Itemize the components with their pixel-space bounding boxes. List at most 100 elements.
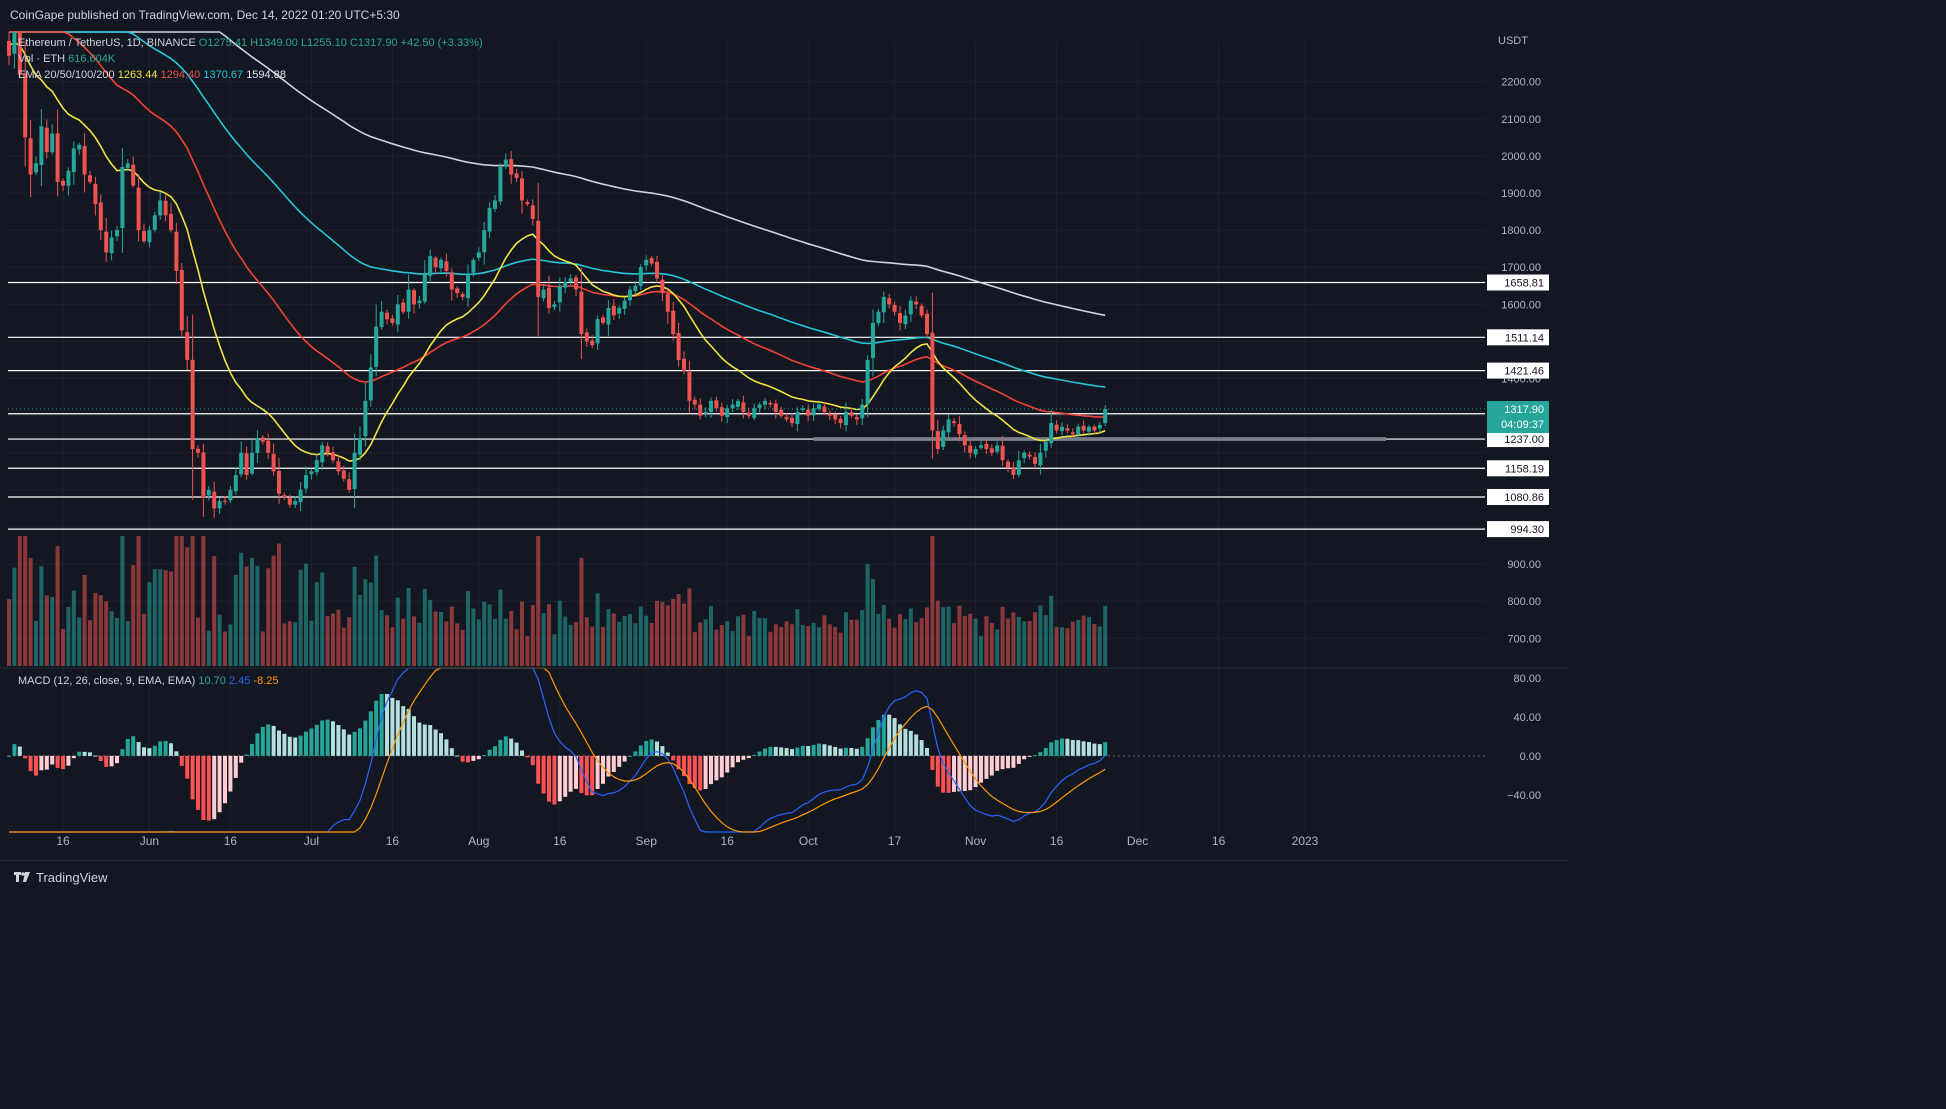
volume-bar (320, 572, 325, 666)
macd-hist-bar (169, 743, 173, 756)
volume-bar (244, 566, 249, 666)
macd-hist-bar (557, 755, 562, 802)
macd-hist-bar (757, 751, 762, 756)
macd-hist-bar (466, 755, 470, 763)
volume-bar (412, 616, 416, 666)
volume-bar (190, 536, 195, 666)
macd-signal-value: -8.25 (253, 675, 279, 687)
macd-hist-bar (1049, 742, 1054, 756)
candle-body (671, 310, 676, 335)
macd-line-value: 2.45 (228, 675, 251, 687)
macd-hist-bar (698, 755, 703, 791)
candle-body (487, 207, 492, 232)
macd-hist-bar (433, 729, 438, 756)
volume-bar (930, 536, 935, 666)
macd-hist-bar (984, 755, 989, 779)
macd-hist-bar (250, 743, 254, 756)
macd-hist-bar (622, 755, 627, 762)
macd-hist-bar (1092, 743, 1097, 756)
volume-bar (233, 574, 238, 666)
volume-bar (455, 623, 460, 666)
volume-bar (255, 565, 260, 666)
price-tick-label: 900.00 (1507, 559, 1541, 571)
macd-hist-bar (293, 737, 298, 756)
candle-body (190, 359, 195, 450)
volume-bar (163, 570, 168, 666)
candle-body (152, 215, 157, 230)
candle-body (1033, 457, 1037, 464)
candle-body (66, 170, 71, 186)
candle-body (946, 419, 951, 433)
volume-bar (838, 632, 843, 666)
macd-tick-label: −40.00 (1507, 790, 1541, 802)
macd-hist-bar (406, 709, 411, 756)
candle-body (746, 412, 751, 416)
volume-bar (422, 588, 427, 666)
volume-bar (833, 626, 838, 666)
volume-bar (946, 606, 951, 666)
macd-hist-bar (136, 742, 141, 756)
volume-bar (795, 609, 800, 666)
price-tick-label: 1800.00 (1501, 225, 1541, 237)
volume-bar (1011, 612, 1016, 666)
volume-bar (439, 611, 443, 666)
volume-bar (536, 536, 541, 666)
volume-bar (179, 536, 184, 666)
macd-hist-bar (795, 747, 800, 756)
candle-body (169, 213, 173, 231)
candle-body (255, 437, 260, 453)
candle-body (806, 409, 811, 416)
macd-hist-bar (887, 714, 892, 756)
legend-change: +42.50 (+3.33%) (400, 37, 483, 49)
volume-bar (628, 614, 632, 666)
candle-body (104, 231, 109, 253)
macd-hist-bar (881, 714, 886, 756)
macd-hist-bar (1033, 755, 1037, 757)
candle-body (347, 479, 352, 490)
candle-body (676, 332, 681, 360)
candle-body (336, 461, 341, 472)
macd-hist-bar (1065, 738, 1070, 756)
macd-hist-bar (773, 746, 778, 756)
macd-hist-bar (579, 755, 584, 794)
chart-svg[interactable]: USDT700.00800.00900.001400.001600.001700… (0, 28, 1568, 860)
macd-hist-bar (314, 724, 319, 756)
candle-body (1022, 452, 1027, 459)
tradingview-brand[interactable]: TradingView (14, 870, 108, 885)
volume-bar (806, 626, 811, 666)
level-price-label: 1421.46 (1504, 366, 1544, 378)
candle-body (320, 445, 325, 463)
macd-hist-bar (644, 740, 649, 756)
time-tick-label: Oct (799, 834, 818, 848)
volume-bar (1033, 612, 1037, 666)
candle-body (1103, 409, 1108, 424)
candle-body (341, 470, 346, 479)
volume-bar (568, 624, 573, 666)
macd-hist-bar (61, 755, 65, 770)
macd-hist-bar (665, 752, 670, 756)
volume-bar (55, 546, 60, 666)
candle-body (736, 400, 740, 407)
candle-body (298, 489, 303, 503)
candle-body (131, 164, 136, 186)
macd-hist-bar (331, 721, 335, 756)
macd-hist-bar (304, 731, 308, 756)
macd-hist-bar (7, 755, 11, 757)
chart-frame[interactable]: USDT 700.00 800.00 900.00 1400.00 1600.00 1700… (0, 28, 1568, 860)
candle-body (1027, 454, 1032, 457)
candle-body (498, 167, 503, 202)
candle-body (266, 440, 271, 453)
candle-body (212, 491, 217, 509)
macd-hist-bar (185, 755, 190, 779)
candle-body (239, 452, 244, 475)
candle-body (1043, 441, 1048, 451)
volume-bar (212, 556, 217, 666)
legend-open: O1275.41 (198, 37, 248, 49)
candle-body (757, 404, 762, 408)
candle-body (476, 252, 481, 258)
candle-body (790, 417, 794, 424)
candle-body (412, 290, 416, 305)
volume-bar (979, 635, 983, 666)
macd-hist-bar (730, 755, 735, 768)
candle-body (1092, 426, 1097, 431)
